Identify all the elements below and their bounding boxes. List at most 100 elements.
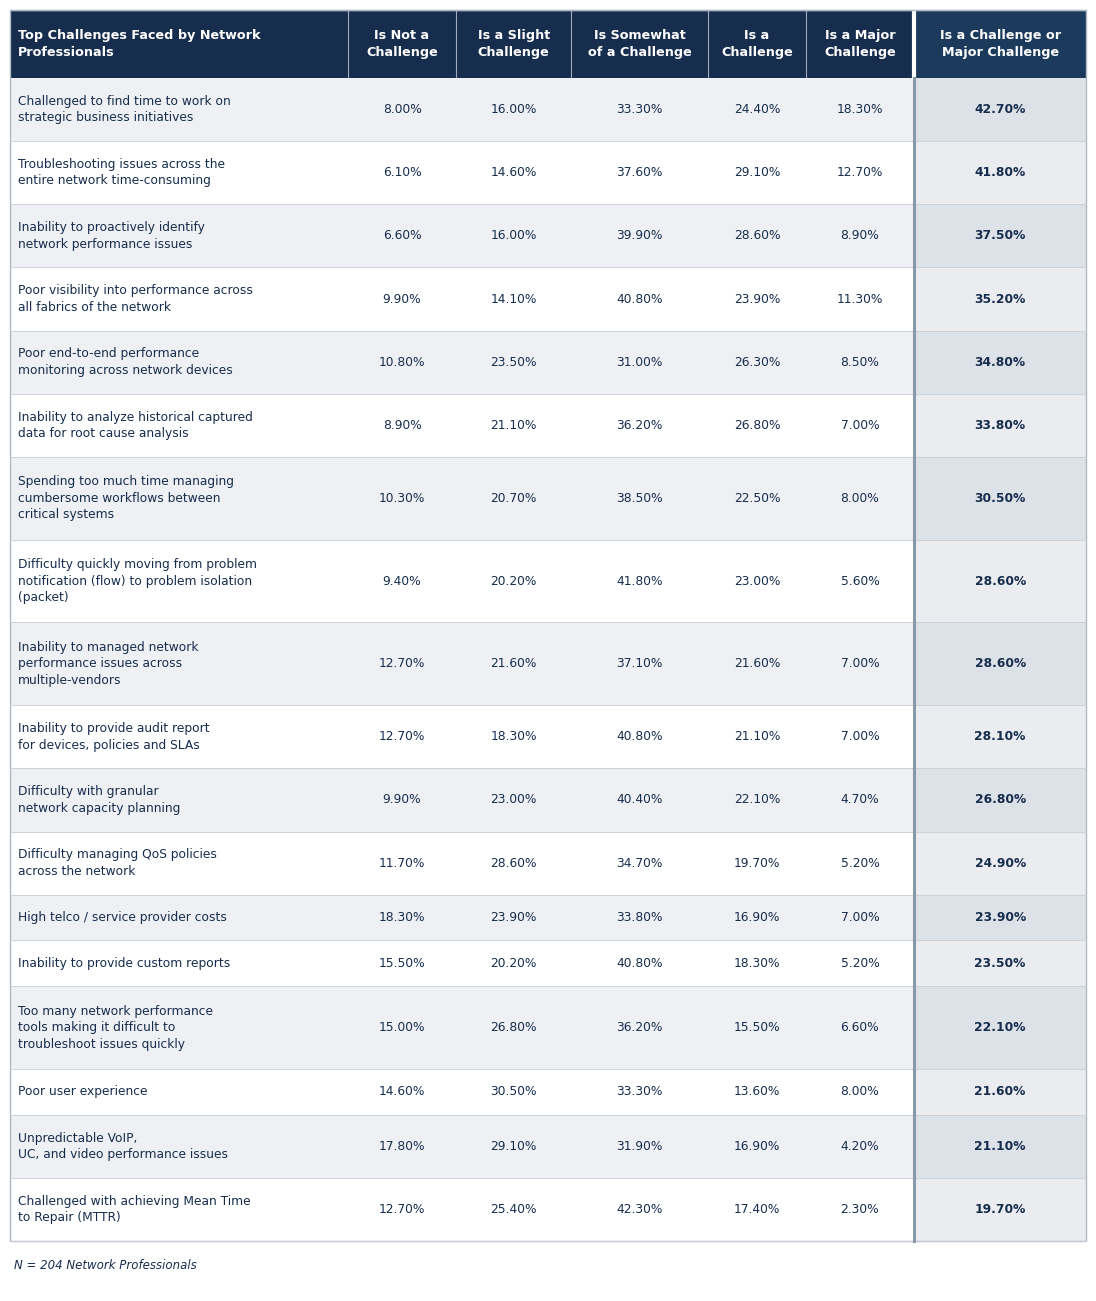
Text: 12.70%: 12.70% [379, 657, 425, 670]
Text: 14.60%: 14.60% [491, 167, 537, 180]
Bar [10, 10, 347, 78]
Text: 23.00%: 23.00% [733, 575, 780, 588]
Bar [10, 330, 914, 394]
Text: 2.30%: 2.30% [841, 1203, 879, 1216]
Text: 9.90%: 9.90% [383, 794, 421, 807]
Text: Inability to analyze historical captured
data for root cause analysis: Inability to analyze historical captured… [18, 411, 253, 440]
Text: 11.70%: 11.70% [379, 856, 425, 869]
Bar [10, 540, 914, 622]
Text: 41.80%: 41.80% [616, 575, 663, 588]
Text: Unpredictable VoIP,
UC, and video performance issues: Unpredictable VoIP, UC, and video perfor… [18, 1132, 228, 1160]
Bar [914, 1115, 1086, 1177]
Text: 40.40%: 40.40% [616, 794, 663, 807]
Bar [10, 204, 914, 268]
Text: Is a Slight
Challenge: Is a Slight Challenge [478, 29, 550, 59]
Text: 6.60%: 6.60% [841, 1021, 879, 1034]
Text: 20.70%: 20.70% [491, 492, 537, 505]
Bar [914, 986, 1086, 1069]
Text: 40.80%: 40.80% [616, 293, 663, 306]
Text: 5.20%: 5.20% [841, 956, 879, 969]
Text: 8.00%: 8.00% [841, 1085, 879, 1098]
Bar [914, 78, 1086, 142]
Text: 28.60%: 28.60% [974, 575, 1026, 588]
Text: 12.70%: 12.70% [836, 167, 883, 180]
Bar [10, 941, 914, 986]
Text: 36.20%: 36.20% [616, 419, 663, 432]
Text: 33.80%: 33.80% [616, 911, 663, 924]
Bar [806, 10, 914, 78]
Text: 14.10%: 14.10% [491, 293, 537, 306]
Bar [914, 10, 1086, 78]
Bar [914, 941, 1086, 986]
Text: 21.10%: 21.10% [491, 419, 537, 432]
Text: 28.60%: 28.60% [490, 856, 537, 869]
Text: 16.90%: 16.90% [733, 911, 780, 924]
Bar [914, 1177, 1086, 1241]
Text: Troubleshooting issues across the
entire network time-consuming: Troubleshooting issues across the entire… [18, 157, 225, 187]
Text: Difficulty quickly moving from problem
notification (flow) to problem isolation
: Difficulty quickly moving from problem n… [18, 558, 256, 604]
Text: 33.30%: 33.30% [616, 103, 663, 116]
Text: 8.00%: 8.00% [841, 492, 879, 505]
Bar [10, 78, 914, 142]
Text: 33.30%: 33.30% [616, 1085, 663, 1098]
Text: 37.10%: 37.10% [616, 657, 663, 670]
Text: 28.10%: 28.10% [974, 730, 1026, 743]
Bar [914, 142, 1086, 204]
Text: 18.30%: 18.30% [733, 956, 780, 969]
Bar [456, 10, 571, 78]
Text: 22.10%: 22.10% [733, 794, 780, 807]
Bar [914, 831, 1086, 895]
Text: 37.50%: 37.50% [974, 229, 1026, 242]
Text: 23.90%: 23.90% [491, 911, 537, 924]
Text: 16.00%: 16.00% [491, 103, 537, 116]
Text: 22.10%: 22.10% [974, 1021, 1026, 1034]
Bar [10, 1069, 914, 1115]
Text: 4.20%: 4.20% [841, 1140, 879, 1153]
Bar [914, 622, 1086, 705]
Text: Challenged to find time to work on
strategic business initiatives: Challenged to find time to work on strat… [18, 95, 231, 125]
Text: 28.60%: 28.60% [974, 657, 1026, 670]
Bar [914, 1069, 1086, 1115]
Bar [10, 831, 914, 895]
Text: Top Challenges Faced by Network
Professionals: Top Challenges Faced by Network Professi… [18, 29, 261, 59]
Bar [914, 895, 1086, 941]
Bar [914, 769, 1086, 831]
Text: 21.10%: 21.10% [733, 730, 780, 743]
Text: 18.30%: 18.30% [836, 103, 883, 116]
Text: 42.30%: 42.30% [616, 1203, 663, 1216]
Bar [914, 457, 1086, 540]
Text: Inability to proactively identify
network performance issues: Inability to proactively identify networ… [18, 221, 205, 251]
Text: 21.60%: 21.60% [491, 657, 537, 670]
Text: 13.60%: 13.60% [733, 1085, 780, 1098]
Text: 23.90%: 23.90% [733, 293, 780, 306]
Text: 22.50%: 22.50% [733, 492, 780, 505]
Text: 26.80%: 26.80% [974, 794, 1026, 807]
Bar [914, 330, 1086, 394]
Text: 20.20%: 20.20% [491, 575, 537, 588]
Text: Inability to provide custom reports: Inability to provide custom reports [18, 956, 230, 969]
Text: 8.50%: 8.50% [841, 355, 879, 368]
Text: 21.60%: 21.60% [733, 657, 780, 670]
Text: 26.80%: 26.80% [733, 419, 780, 432]
Text: 29.10%: 29.10% [491, 1140, 537, 1153]
Text: 15.50%: 15.50% [733, 1021, 780, 1034]
Text: Is a Major
Challenge: Is a Major Challenge [824, 29, 895, 59]
Text: 5.60%: 5.60% [841, 575, 879, 588]
Bar [10, 895, 914, 941]
Bar [10, 986, 914, 1069]
Text: 29.10%: 29.10% [733, 167, 780, 180]
Text: 21.10%: 21.10% [974, 1140, 1026, 1153]
Text: High telco / service provider costs: High telco / service provider costs [18, 911, 227, 924]
Text: 16.00%: 16.00% [491, 229, 537, 242]
Bar [10, 622, 914, 705]
Text: 23.90%: 23.90% [974, 911, 1026, 924]
Text: 8.00%: 8.00% [383, 103, 422, 116]
Bar [914, 268, 1086, 330]
Text: Is Somewhat
of a Challenge: Is Somewhat of a Challenge [587, 29, 692, 59]
Text: 33.80%: 33.80% [974, 419, 1026, 432]
Text: 35.20%: 35.20% [974, 293, 1026, 306]
Text: 19.70%: 19.70% [733, 856, 780, 869]
Text: Is a Challenge or
Major Challenge: Is a Challenge or Major Challenge [939, 29, 1061, 59]
Text: 7.00%: 7.00% [841, 730, 879, 743]
Text: 25.40%: 25.40% [490, 1203, 537, 1216]
